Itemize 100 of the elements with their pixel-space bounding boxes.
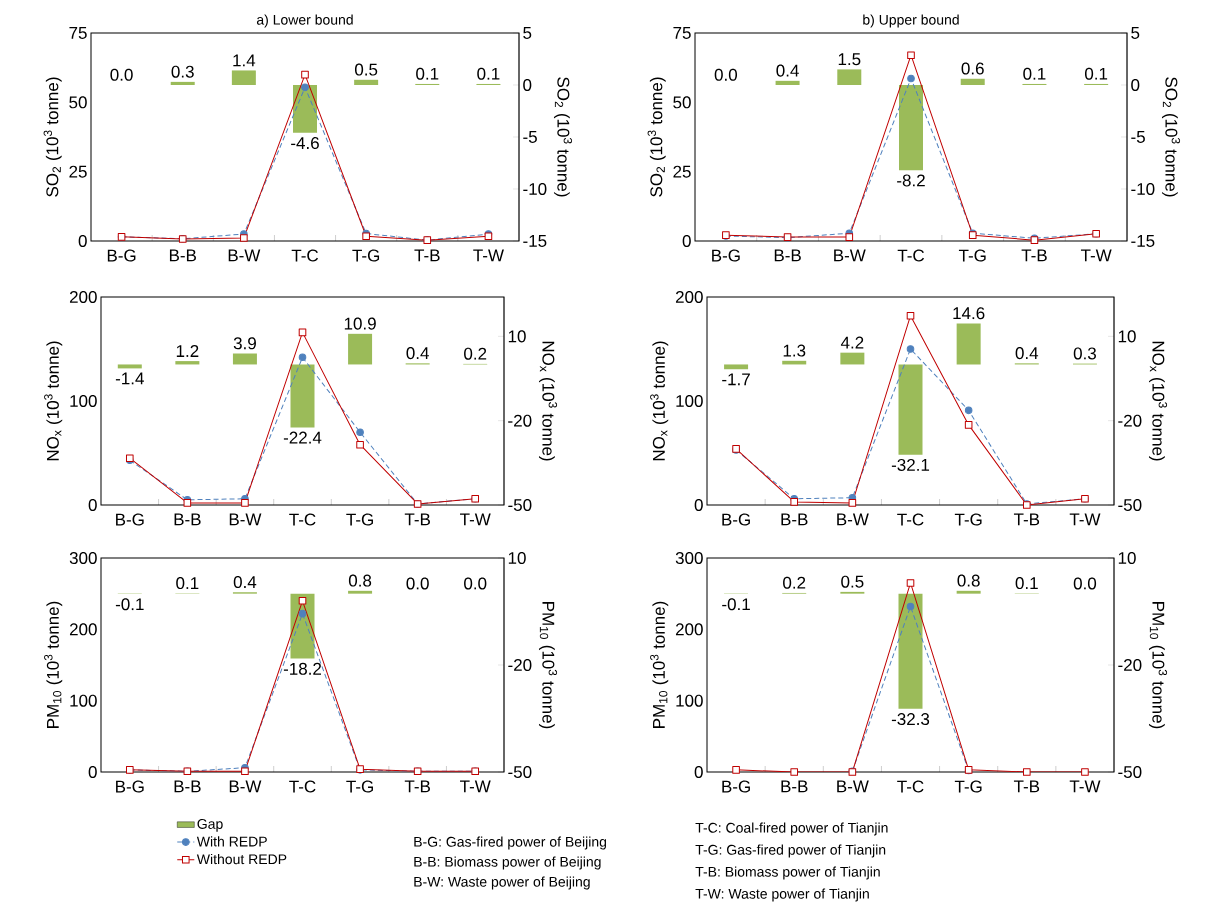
- data-label: 0.0: [464, 577, 487, 590]
- legend-label: With REDP: [196, 836, 267, 847]
- data-label: 1.5: [838, 53, 861, 66]
- y-axis-title: SO$_{2}$ (10$^{3}$ tonne): [43, 77, 62, 197]
- data-label: -22.4: [283, 431, 322, 444]
- y2-axis-title: SO$_{2}$ (10$^{3}$ tonne): [553, 77, 573, 197]
- y-tick-label: 50: [673, 96, 691, 109]
- x-tick-label: B-G: [722, 780, 750, 793]
- y2-tick-label: -15: [1131, 235, 1155, 247]
- x-tick-label: T-W: [1069, 780, 1101, 793]
- y2-tick-label: 5: [1131, 27, 1140, 39]
- x-tick-label: T-W: [460, 513, 491, 526]
- data-label: 0.0: [714, 68, 738, 81]
- data-label: 0.4: [776, 64, 799, 77]
- x-tick-label: T-C: [289, 513, 316, 526]
- x-tick-label: T-G: [954, 513, 982, 526]
- y2-tick-label: 10: [508, 330, 526, 343]
- x-tick-label: B-W: [229, 780, 262, 793]
- x-tick-label: B-B: [781, 780, 808, 793]
- x-tick-label: B-B: [169, 249, 196, 262]
- data-label: 0.2: [464, 347, 487, 360]
- data-label: 0.3: [171, 65, 194, 78]
- y-tick-label: 300: [69, 551, 97, 565]
- data-label: -8.2: [897, 174, 925, 187]
- data-label: -1.7: [722, 373, 750, 386]
- data-label: -32.1: [891, 458, 930, 471]
- data-label: 4.2: [840, 336, 864, 349]
- y2-axis-title: NO$_{x}$ (10$^{3}$ tonne): [538, 341, 558, 461]
- x-tick-label: B-W: [834, 249, 866, 262]
- x-tick-label: T-B: [404, 513, 430, 526]
- text: B-G: Gas-fired power of Beijing: [414, 836, 607, 850]
- chart-title: b) Upper bound: [863, 14, 959, 28]
- data-label: 0.1: [1023, 67, 1046, 80]
- y-tick-label: 200: [69, 623, 97, 636]
- x-tick-label: T-B: [404, 780, 430, 793]
- y2-tick-label: -15: [523, 235, 547, 247]
- data-label: 0.1: [416, 67, 439, 80]
- y2-tick-label: -20: [1118, 658, 1142, 672]
- data-label: 0.0: [110, 68, 133, 81]
- data-label: 0.4: [233, 576, 257, 589]
- data-label: 10.9: [344, 317, 376, 330]
- x-tick-label: T-C: [897, 513, 924, 526]
- x-tick-label: B-G: [116, 780, 144, 793]
- text: B-W: Waste power of Beijing: [414, 876, 590, 890]
- x-tick-label: T-G: [954, 780, 982, 793]
- x-tick-label: T-W: [1080, 249, 1112, 262]
- data-label: -32.3: [891, 713, 930, 726]
- x-tick-label: T-C: [897, 249, 925, 262]
- y-tick-label: 0: [694, 498, 703, 512]
- x-tick-label: T-G: [352, 249, 380, 262]
- y-tick-label: 0: [78, 234, 87, 248]
- x-tick-label: T-B: [1013, 513, 1040, 526]
- data-label: 1.3: [783, 344, 806, 357]
- x-tick-label: T-C: [291, 249, 319, 262]
- x-tick-label: B-G: [712, 249, 740, 262]
- x-tick-label: B-W: [228, 249, 261, 262]
- y-tick-label: 0: [694, 765, 703, 779]
- y-tick-label: 0: [88, 498, 97, 512]
- y-axis-title: NO$_{x}$ (10$^{3}$ tonne): [44, 341, 63, 461]
- data-label: -18.2: [283, 662, 322, 675]
- y-axis-title: PM$_{10}$ (10$^{3}$ tonne): [44, 601, 63, 728]
- y2-tick-label: -20: [508, 414, 532, 427]
- y-tick-label: 75: [673, 27, 691, 39]
- data-label: 0.4: [1015, 347, 1039, 360]
- x-tick-label: T-G: [346, 780, 373, 793]
- y-tick-label: 0: [88, 765, 97, 779]
- y2-tick-label: 10: [1118, 330, 1136, 343]
- data-label: 0.0: [1073, 577, 1097, 590]
- y2-tick-label: -50: [508, 765, 532, 779]
- y2-tick-label: -10: [523, 182, 547, 196]
- y2-tick-label: -50: [1118, 498, 1142, 512]
- data-label: 0.1: [1015, 577, 1038, 590]
- y-axis-title: NO$_{x}$ (10$^{3}$ tonne): [650, 341, 669, 461]
- data-label: 3.9: [233, 337, 256, 350]
- x-tick-label: T-C: [897, 780, 924, 793]
- data-label: -0.1: [115, 598, 144, 611]
- y-tick-label: 200: [675, 290, 703, 304]
- y-axis-title: SO$_{2}$ (10$^{3}$ tonne): [647, 77, 666, 197]
- data-label: -1.4: [115, 372, 144, 385]
- x-tick-label: B-B: [174, 780, 201, 793]
- y-tick-label: 100: [676, 694, 703, 707]
- x-tick-label: T-C: [289, 780, 316, 793]
- x-tick-label: B-W: [229, 513, 262, 526]
- data-label: -0.1: [722, 598, 750, 611]
- x-tick-label: T-W: [460, 780, 491, 793]
- text: T-W: Waste power of Tianjin: [695, 888, 869, 902]
- y2-tick-label: 0: [1131, 78, 1140, 92]
- x-tick-label: B-W: [837, 513, 869, 526]
- text: T-C: Coal-fired power of Tianjin: [695, 822, 888, 836]
- y-tick-label: 100: [70, 394, 97, 408]
- y2-tick-label: 10: [508, 551, 526, 565]
- y-tick-label: 200: [69, 290, 97, 304]
- data-label: 0.1: [477, 67, 500, 80]
- y2-axis-title: NO$_{x}$ (10$^{3}$ tonne): [1148, 341, 1168, 461]
- x-tick-label: B-G: [116, 513, 144, 526]
- x-tick-label: B-G: [722, 513, 750, 526]
- x-tick-label: B-B: [174, 513, 201, 526]
- data-label: 0.0: [406, 577, 429, 590]
- y2-tick-label: -5: [1131, 131, 1145, 143]
- y-tick-label: 50: [69, 96, 87, 109]
